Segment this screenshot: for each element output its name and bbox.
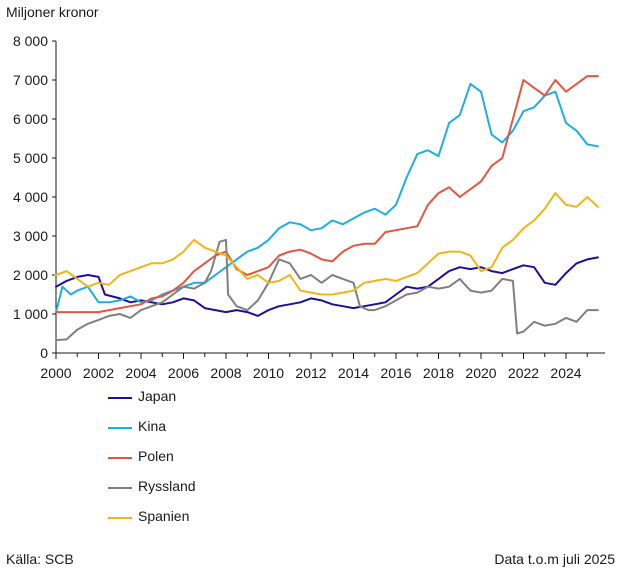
y-tick-label: 4 000: [13, 189, 48, 205]
y-tick-label: 7 000: [13, 72, 48, 88]
x-tick-label: 2024: [550, 365, 581, 381]
y-axis-unit-label: Miljoner kronor: [6, 4, 99, 20]
legend-label: Ryssland: [138, 478, 196, 494]
y-tick-label: 0: [40, 345, 48, 361]
legend-item-japan: Japan: [108, 386, 308, 406]
y-tick-label: 3 000: [13, 228, 48, 244]
x-tick-label: 2002: [83, 365, 114, 381]
series-group: [55, 75, 599, 342]
legend-item-ryssland: Ryssland: [108, 476, 308, 496]
x-tick-label: 2000: [40, 365, 71, 381]
x-tick-label: 2022: [508, 365, 539, 381]
series-line-spanien: [55, 192, 599, 296]
x-tick-label: 2012: [295, 365, 326, 381]
legend-swatch: [108, 397, 132, 399]
source-note: Källa: SCB: [6, 551, 74, 567]
x-tick-label: 2006: [168, 365, 199, 381]
legend-label: Polen: [138, 448, 174, 464]
legend-swatch: [108, 517, 132, 519]
axes: 0 1 000 2 000 3 000 4 000 5 000 6 000 7 000 8 00…: [13, 33, 605, 381]
legend-label: Kina: [138, 418, 167, 434]
series-line-japan: [55, 256, 599, 317]
legend-item-kina: Kina: [108, 416, 308, 436]
x-tick-label: 2004: [125, 365, 156, 381]
x-tick-label: 2018: [423, 365, 454, 381]
y-tick-label: 5 000: [13, 150, 48, 166]
y-tick-label: 8 000: [13, 33, 48, 49]
y-tick-label: 1 000: [13, 306, 48, 322]
x-tick-label: 2010: [253, 365, 284, 381]
y-tick-label: 2 000: [13, 267, 48, 283]
legend-item-polen: Polen: [108, 446, 308, 466]
series-line-polen: [55, 75, 599, 314]
legend-swatch: [108, 487, 132, 489]
x-tick-label: 2020: [465, 365, 496, 381]
legend-label: Spanien: [138, 508, 190, 524]
series-line-kina: [55, 82, 599, 314]
y-tick-label: 6 000: [13, 111, 48, 127]
series-line-ryssland: [55, 238, 599, 342]
x-tick-label: 2008: [210, 365, 241, 381]
legend-item-spanien: Spanien: [108, 506, 308, 526]
legend-swatch: [108, 457, 132, 459]
legend-swatch: [108, 427, 132, 429]
x-tick-label: 2016: [380, 365, 411, 381]
data-period-note: Data t.o.m juli 2025: [494, 551, 615, 567]
legend-label: Japan: [138, 388, 177, 404]
x-tick-label: 2014: [338, 365, 369, 381]
